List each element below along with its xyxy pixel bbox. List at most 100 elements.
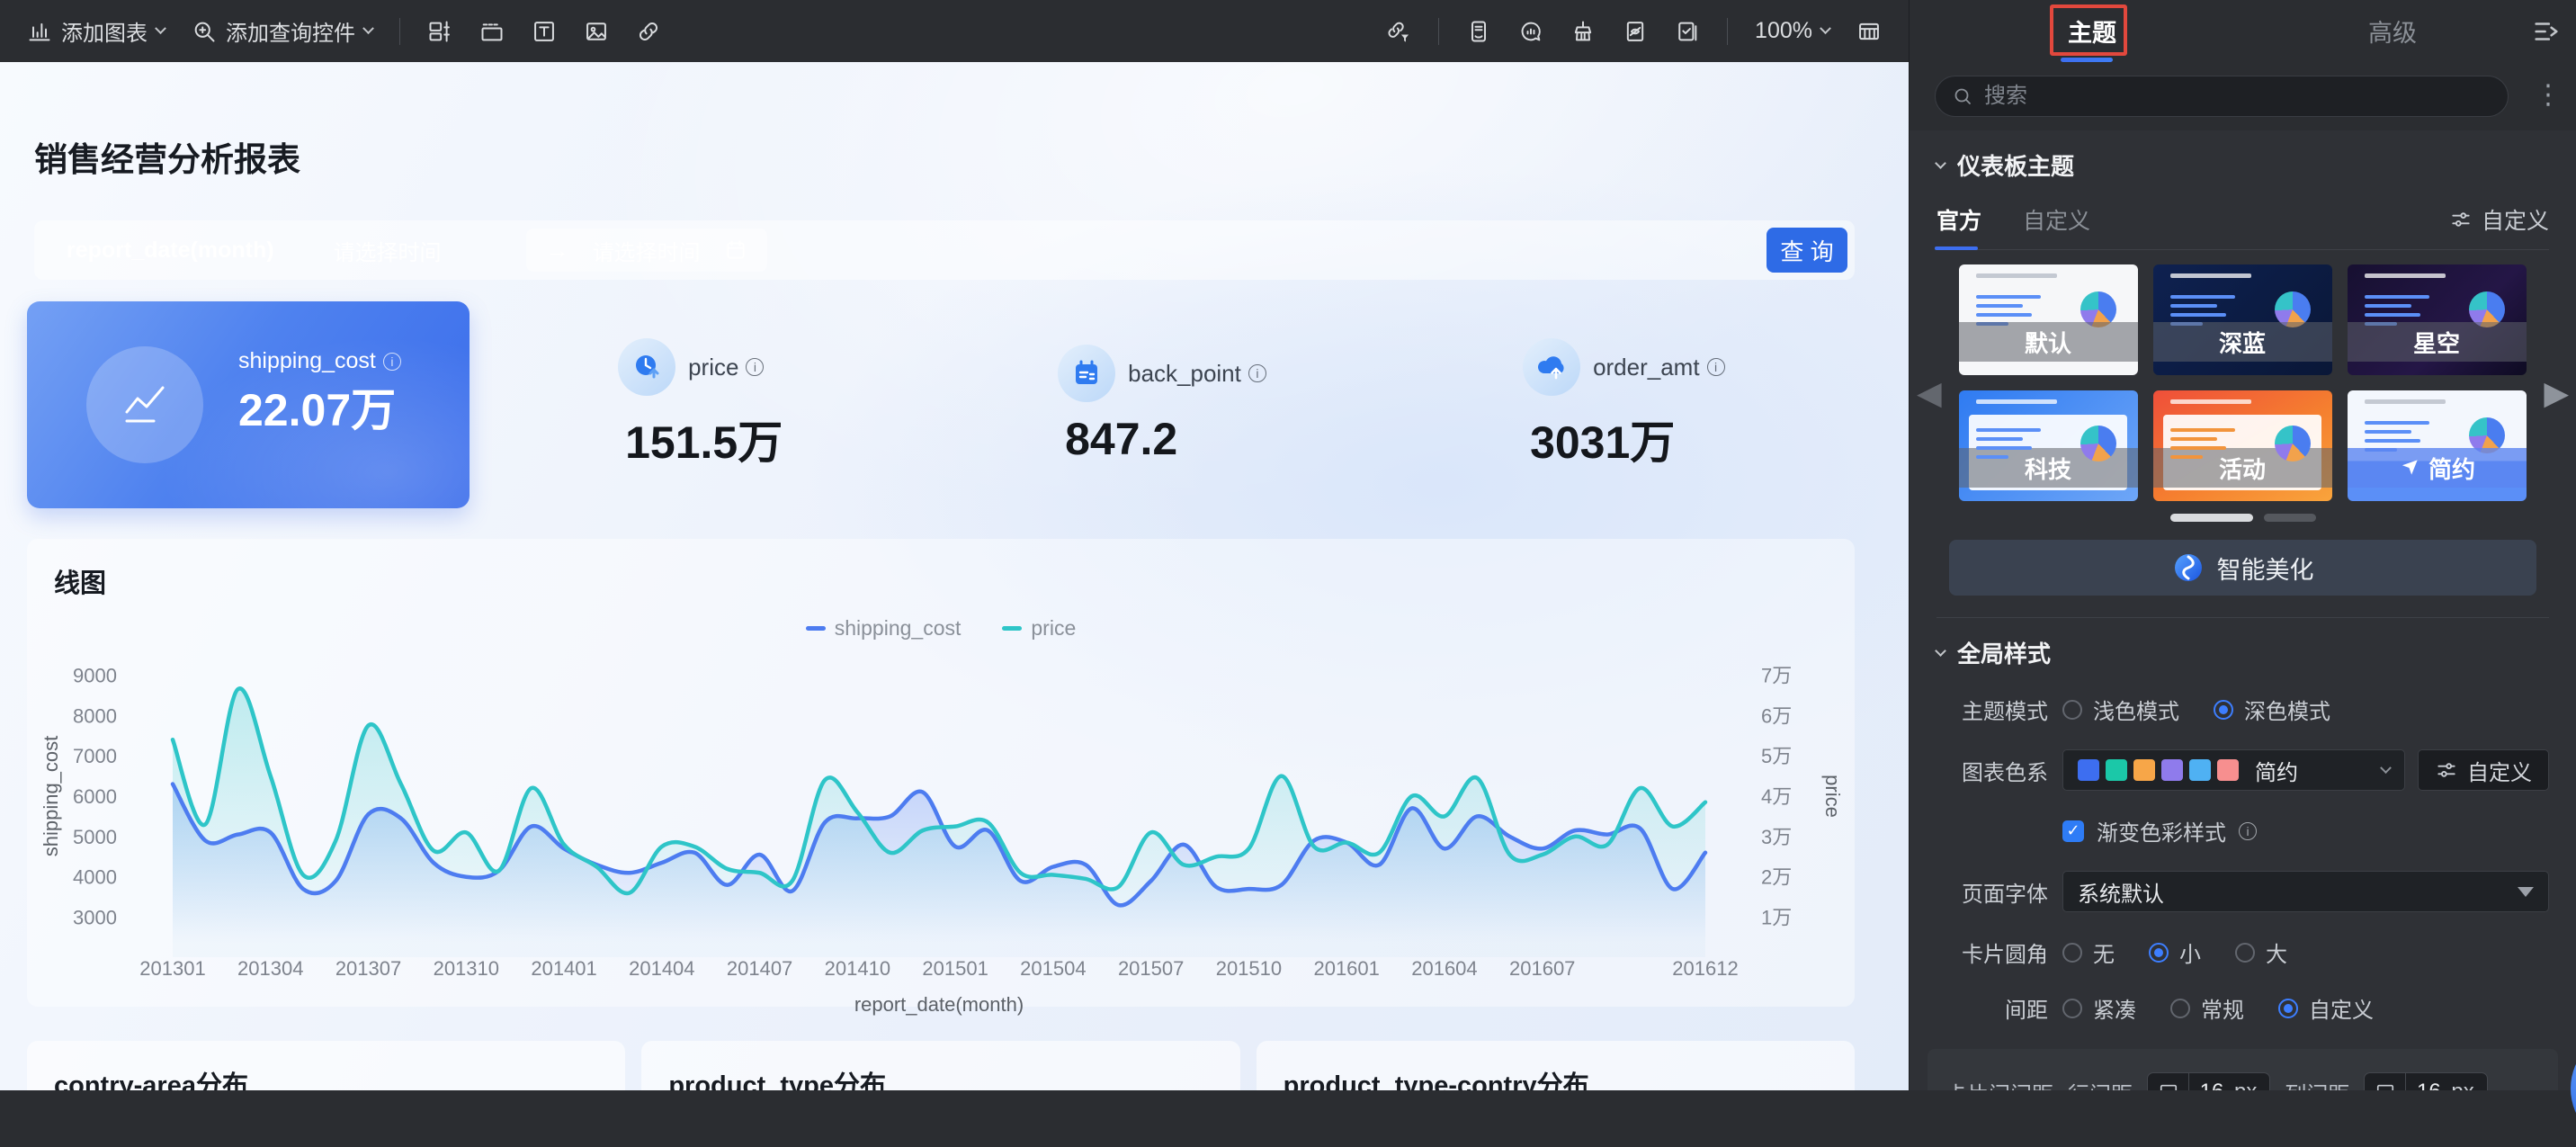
radio-dark-mode[interactable]: 深色模式 <box>2214 694 2330 725</box>
axis-tick-label: 6000 <box>73 785 117 808</box>
tab-official-themes[interactable]: 官方 <box>1936 203 1981 236</box>
page-setup-icon[interactable] <box>1856 19 1882 44</box>
gradient-checkbox[interactable] <box>2062 820 2084 842</box>
date-range-picker[interactable]: → 请选择时间 <box>526 229 767 272</box>
radio-radius-none[interactable]: 无 <box>2062 936 2115 968</box>
theme-thumbnail-simple[interactable]: 简约 <box>2348 390 2527 501</box>
bottom-cards-row: contry-area分布 product_type分布 product_typ… <box>27 1041 1855 1090</box>
radio-icon <box>2170 999 2190 1018</box>
hide-elements-icon[interactable] <box>1623 19 1648 44</box>
axis-tick-label: 201501 <box>922 957 988 980</box>
color-swatch <box>2133 759 2155 781</box>
clean-brush-icon[interactable] <box>1570 19 1596 44</box>
page-dot-active[interactable] <box>2170 514 2253 522</box>
collapse-panel-icon[interactable] <box>2531 16 2562 47</box>
carousel-next-icon[interactable]: ▶ <box>2544 374 2569 412</box>
col-gap-value[interactable]: 16 <box>2406 1080 2451 1090</box>
widget-layout-icon[interactable] <box>427 19 452 44</box>
radio-radius-large[interactable]: 大 <box>2235 936 2287 968</box>
tab-custom-themes[interactable]: 自定义 <box>2023 203 2090 236</box>
line-chart[interactable]: 30004000500060007000800090001万2万3万4万5万6万… <box>27 641 1855 1040</box>
add-query-control-label: 添加查询控件 <box>226 15 355 47</box>
calendar-icon <box>1058 345 1115 402</box>
legend-item[interactable]: price <box>1002 616 1076 641</box>
smart-beautify-button[interactable]: 智能美化 <box>1949 540 2536 596</box>
radio-spacing-custom[interactable]: 自定义 <box>2278 992 2374 1024</box>
line-chart-card[interactable]: 线图 shipping_costprice 300040005000600070… <box>27 539 1855 1007</box>
search-box[interactable] <box>1935 76 2509 117</box>
theme-thumbnail-event[interactable]: 活动 <box>2153 390 2332 501</box>
radio-label: 浅色模式 <box>2093 694 2179 725</box>
theme-thumbnail-starry[interactable]: 星空 <box>2348 264 2527 375</box>
search-input[interactable] <box>1984 84 2491 109</box>
radio-label: 自定义 <box>2309 992 2374 1024</box>
tab-theme[interactable]: 主题 <box>2068 0 2116 62</box>
radius-label: 卡片圆角 <box>1936 936 2048 968</box>
legend-item[interactable]: shipping_cost <box>806 616 962 641</box>
kpi-card-shipping-cost[interactable]: shipping_cost 22.07万 <box>27 301 470 508</box>
radio-light-mode[interactable]: 浅色模式 <box>2062 694 2179 725</box>
palette-customize-button[interactable]: 自定义 <box>2418 749 2549 791</box>
info-icon[interactable] <box>1248 364 1266 382</box>
monitor-icon <box>2365 1073 2406 1090</box>
add-query-control-button[interactable]: 添加查询控件 <box>192 15 372 47</box>
row-gap-input[interactable]: 16 px <box>2147 1072 2270 1090</box>
zoom-value: 100% <box>1755 18 1812 44</box>
radio-radius-small[interactable]: 小 <box>2149 936 2201 968</box>
link-widget-icon[interactable] <box>636 19 661 44</box>
axis-tick-label: 6万 <box>1761 704 1792 727</box>
theme-name: 简约 <box>2428 452 2475 485</box>
query-button[interactable]: 查 询 <box>1767 228 1847 273</box>
mobile-layout-icon[interactable] <box>1466 19 1491 44</box>
tab-container-icon[interactable] <box>479 19 505 44</box>
carousel-prev-icon[interactable]: ◀ <box>1917 374 1942 412</box>
custom-spacing-panel: 卡片间间距 行间距 16 px 列间距 16 px 卡片内边距 <box>1928 1049 2558 1090</box>
font-value: 系统默认 <box>2078 876 2164 908</box>
image-widget-icon[interactable] <box>584 19 609 44</box>
color-swatch <box>2189 759 2211 781</box>
palette-select[interactable]: 简约 <box>2062 749 2405 791</box>
info-icon[interactable] <box>746 358 764 376</box>
add-chart-button[interactable]: 添加图表 <box>27 15 165 47</box>
text-widget-icon[interactable] <box>532 19 557 44</box>
info-icon[interactable] <box>2239 822 2257 840</box>
chart-card-product-type-contry[interactable]: product_type-contry分布 <box>1257 1041 1855 1090</box>
more-options-icon[interactable]: ⋮ <box>2535 78 2562 112</box>
kpi-card-back-point[interactable]: back_point 847.2 <box>931 301 1392 508</box>
comment-analysis-icon[interactable] <box>1518 19 1543 44</box>
customize-label: 自定义 <box>2467 755 2532 786</box>
todo-check-icon[interactable] <box>1675 19 1700 44</box>
search-icon <box>1952 85 1973 107</box>
link-filter-icon[interactable] <box>1386 19 1411 44</box>
chart-card-product-type[interactable]: product_type分布 <box>641 1041 1239 1090</box>
radio-spacing-compact[interactable]: 紧凑 <box>2062 992 2136 1024</box>
section-global-style[interactable]: 全局样式 <box>1936 636 2549 669</box>
section-dashboard-theme[interactable]: 仪表板主题 <box>1936 148 2549 182</box>
color-swatch <box>2106 759 2127 781</box>
col-gap-input[interactable]: 16 px <box>2364 1072 2487 1090</box>
axis-tick-label: 201510 <box>1216 957 1282 980</box>
zoom-dropdown[interactable]: 100% <box>1755 18 1829 44</box>
radio-spacing-normal[interactable]: 常规 <box>2170 992 2244 1024</box>
row-gap-value[interactable]: 16 <box>2189 1080 2234 1090</box>
chart-card-contry-area[interactable]: contry-area分布 <box>27 1041 625 1090</box>
kpi-card-price[interactable]: price 151.5万 <box>470 301 931 508</box>
date-start-placeholder[interactable]: 请选择时间 <box>334 235 442 266</box>
info-icon[interactable] <box>1707 358 1725 376</box>
query-control-bar[interactable]: report_date(month) 请选择时间 → 请选择时间 查 询 <box>34 220 1855 280</box>
customize-theme-button[interactable]: 自定义 <box>2449 203 2549 236</box>
theme-thumbnail-tech[interactable]: 科技 <box>1959 390 2138 501</box>
info-icon[interactable] <box>383 353 401 371</box>
axis-tick-label: 201407 <box>727 957 792 980</box>
kpi-value: 3031万 <box>1530 407 1725 471</box>
kpi-card-order-amt[interactable]: order_amt 3031万 <box>1393 301 1855 508</box>
date-end-placeholder[interactable]: 请选择时间 <box>593 235 701 266</box>
page-dot[interactable] <box>2264 514 2316 522</box>
theme-thumbnail-deepblue[interactable]: 深蓝 <box>2153 264 2332 375</box>
chart-legend: shipping_cost price <box>27 616 1855 641</box>
font-select[interactable]: 系统默认 <box>2062 871 2549 912</box>
theme-thumbnail-default[interactable]: 默认 <box>1959 264 2138 375</box>
axis-tick-label: shipping_cost <box>40 736 62 857</box>
tab-advanced[interactable]: 高级 <box>2368 0 2417 62</box>
axis-tick-label: 4000 <box>73 866 117 889</box>
